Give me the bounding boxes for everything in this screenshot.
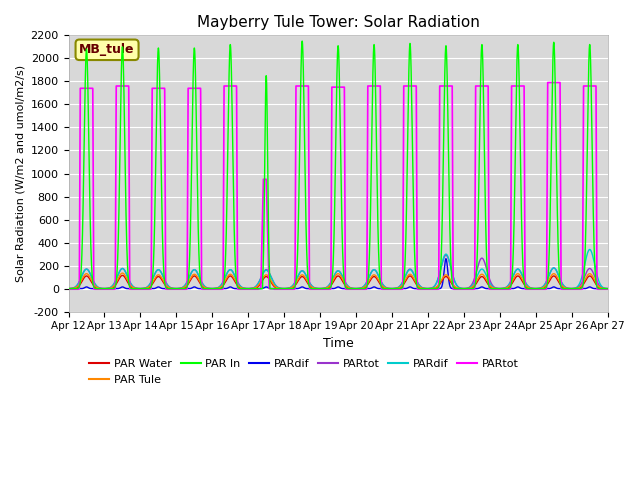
Text: MB_tule: MB_tule [79,43,135,56]
Title: Mayberry Tule Tower: Solar Radiation: Mayberry Tule Tower: Solar Radiation [196,15,479,30]
Y-axis label: Solar Radiation (W/m2 and umol/m2/s): Solar Radiation (W/m2 and umol/m2/s) [15,65,25,282]
Legend: PAR Water, PAR Tule, PAR In, PARdif, PARtot, PARdif, PARtot: PAR Water, PAR Tule, PAR In, PARdif, PAR… [85,355,523,389]
X-axis label: Time: Time [323,337,353,350]
